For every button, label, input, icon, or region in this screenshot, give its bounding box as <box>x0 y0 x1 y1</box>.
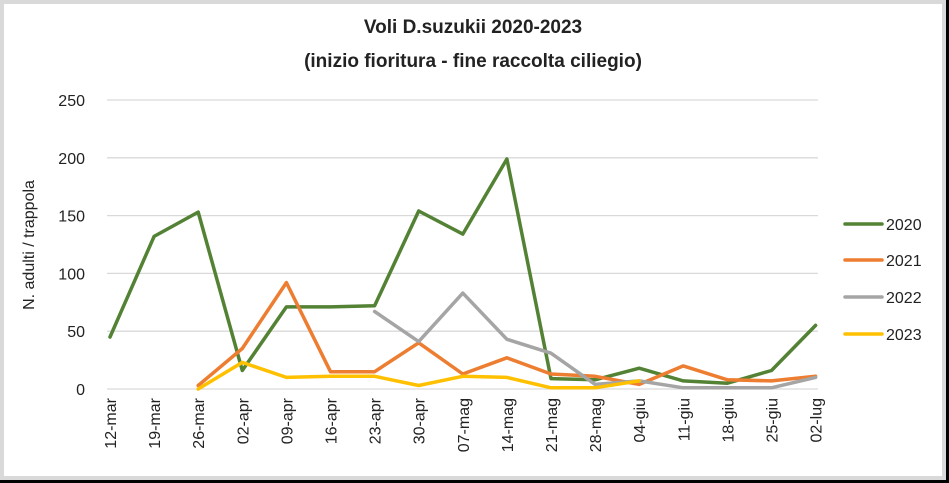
gridlines <box>107 99 818 390</box>
y-tick-label: 200 <box>58 151 85 168</box>
x-tick-label: 28-mag <box>588 398 605 452</box>
x-tick-label: 23-apr <box>368 397 385 444</box>
legend-item-2022: 2022 <box>843 290 922 307</box>
legend: 2020 2021 2022 2023 <box>843 217 922 344</box>
y-axis-title: N. adulti / trappola <box>21 180 38 310</box>
y-tick-label: 150 <box>58 209 85 226</box>
series-line-2021 <box>196 280 818 388</box>
x-tick-label: 21-mag <box>544 398 561 452</box>
x-tick-label: 26-mar <box>191 397 208 448</box>
x-tick-label: 25-giu <box>765 398 782 442</box>
series-lines <box>108 157 818 391</box>
chart-subtitle: (inizio fioritura - fine raccolta cilieg… <box>304 51 642 72</box>
series-line-2023 <box>196 360 641 391</box>
y-tick-label: 50 <box>67 324 85 341</box>
y-tick-label: 0 <box>76 382 85 399</box>
x-axis-ticks: 12-mar 19-mar 26-mar 02-apr 09-apr 16-apr 23-a… <box>103 397 826 452</box>
y-axis-ticks: 0 50 100 150 200 250 <box>58 93 85 399</box>
x-tick-label: 14-mag <box>500 398 517 452</box>
x-tick-label: 12-mar <box>103 397 120 448</box>
x-tick-label: 02-lug <box>809 398 826 442</box>
legend-item-2023: 2023 <box>843 327 922 344</box>
chart-title: Voli D.suzukii 2020-2023 <box>364 17 582 38</box>
legend-label: 2023 <box>886 327 922 344</box>
x-tick-label: 16-apr <box>324 397 341 444</box>
legend-label: 2020 <box>886 217 922 234</box>
x-tick-label: 19-mar <box>147 397 164 448</box>
chart-panel <box>3 3 943 477</box>
x-tick-label: 02-apr <box>235 397 252 444</box>
y-tick-label: 250 <box>58 93 85 110</box>
x-tick-label: 11-giu <box>676 398 693 441</box>
x-tick-label: 04-giu <box>632 398 649 442</box>
legend-label: 2021 <box>886 253 922 270</box>
legend-item-2021: 2021 <box>843 253 922 270</box>
y-tick-label: 100 <box>58 266 85 283</box>
x-tick-label: 30-apr <box>412 397 429 444</box>
legend-label: 2022 <box>886 290 922 307</box>
x-tick-label: 07-mag <box>456 398 473 452</box>
series-line-2020 <box>108 157 818 385</box>
series-line-2022 <box>372 291 818 390</box>
legend-item-2020: 2020 <box>843 217 922 234</box>
x-tick-label: 18-giu <box>720 398 737 442</box>
x-tick-label: 09-apr <box>279 397 296 444</box>
